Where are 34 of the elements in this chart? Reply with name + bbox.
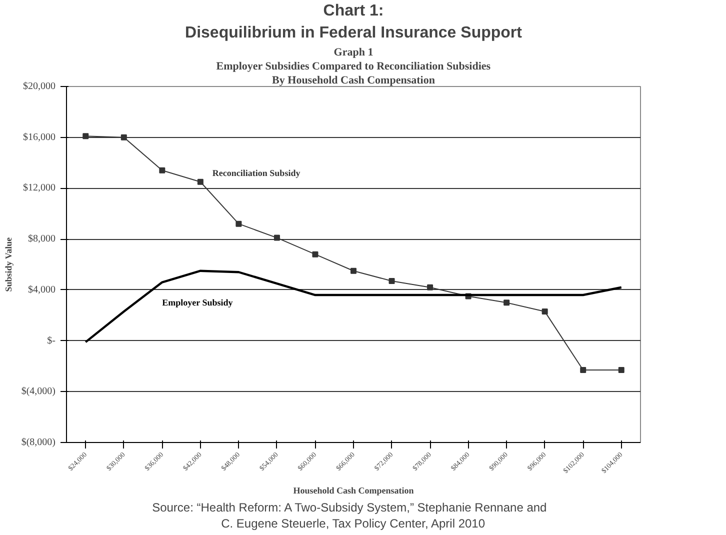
point [82, 133, 89, 140]
chart-title: Chart 1: [323, 2, 384, 20]
series-label: Employer Subsidy [162, 297, 234, 308]
point [197, 178, 204, 185]
point [388, 278, 395, 284]
chart-subtitle: Disequilibrium in Federal Insurance Support [185, 24, 523, 42]
text: By Household Cash Compensation [272, 74, 435, 86]
series-label: Reconciliation Subsidy [212, 168, 301, 178]
caption: Graph 1 [334, 46, 374, 58]
point [504, 300, 510, 306]
point [159, 167, 166, 174]
text: Employer Subsidies Compared to Reconciliation Subsidies [216, 60, 492, 72]
point [350, 268, 356, 274]
point [274, 234, 280, 241]
point [312, 251, 318, 258]
text: C. Eugene Steuerle, Tax Policy Center, April 2010 [221, 516, 486, 530]
line-series [84, 270, 622, 344]
y-tick-label: $(8,000) [21, 437, 56, 448]
y-tick-label: $12,000 [23, 182, 56, 194]
point [236, 220, 242, 227]
point [618, 367, 624, 374]
y-tick-label: $(4,000) [21, 386, 56, 398]
y-axis-title: Subsidy Value [3, 237, 14, 292]
point [542, 308, 548, 315]
y-tick-label: $16,000 [23, 132, 56, 143]
point [427, 284, 434, 290]
y-tick-label: $20,000 [23, 81, 56, 92]
y-tick-label: $4,000 [28, 284, 56, 296]
source-note: Source: “Health Reform: A Two-Subsidy System,” Stephanie Rennane and [152, 500, 547, 514]
y-tick-label: $- [47, 335, 56, 346]
x-axis-title: Household Cash Compensation [293, 486, 414, 496]
point [580, 367, 586, 374]
point [120, 134, 127, 140]
y-tick-label: $8,000 [28, 234, 56, 245]
